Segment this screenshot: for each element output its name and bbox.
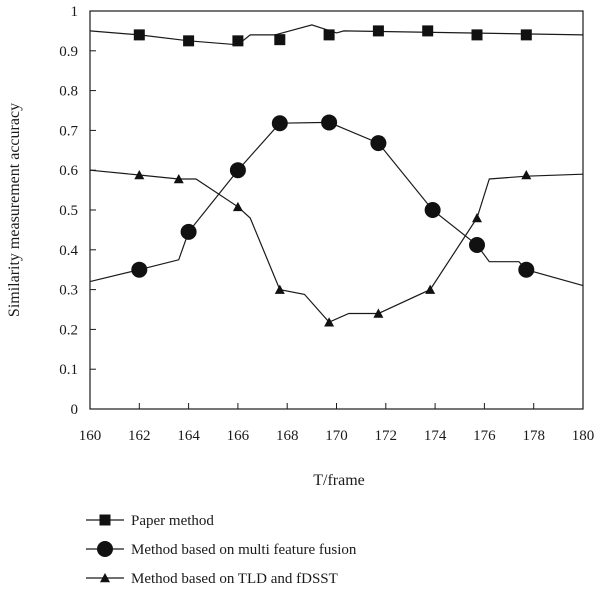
data-point-paper-method	[471, 29, 483, 41]
y-tick-label: 0.9	[59, 44, 78, 60]
x-tick-label: 166	[227, 428, 250, 444]
data-point-multi-feature-fusion	[518, 261, 535, 278]
x-axis-title: T/frame	[313, 472, 365, 489]
data-point-tld-fdsst	[324, 317, 335, 327]
data-point-multi-feature-fusion	[321, 114, 338, 131]
series-line-tld-fdsst	[89, 169, 584, 323]
y-axis-title: Similarity measurement accuracy	[6, 103, 23, 317]
data-point-multi-feature-fusion	[271, 115, 288, 132]
y-axis-ticks: 0 0.1 0.2 0.3 0.4 0.5 0.6 0.7 0.8 0.9 1	[59, 4, 96, 418]
data-point-paper-method	[133, 29, 145, 41]
y-tick-label: 0	[71, 402, 79, 418]
series-markers	[131, 25, 535, 327]
legend-marker-tld-fdsst	[100, 573, 110, 583]
plot-border	[89, 10, 584, 410]
data-point-paper-method	[372, 25, 384, 37]
data-point-multi-feature-fusion	[469, 237, 486, 254]
data-point-paper-method	[232, 35, 244, 47]
data-point-paper-method	[323, 29, 335, 41]
series-line-multi-feature-fusion	[89, 121, 584, 287]
legend-label: Paper method	[131, 513, 214, 529]
data-point-tld-fdsst	[425, 284, 436, 294]
x-tick-label: 172	[375, 428, 398, 444]
data-point-tld-fdsst	[521, 169, 532, 180]
x-tick-label: 176	[473, 428, 496, 444]
data-point-paper-method	[183, 35, 195, 47]
x-tick-label: 164	[177, 428, 200, 444]
series-lines	[89, 24, 584, 323]
data-point-multi-feature-fusion	[131, 261, 148, 278]
x-tick-label: 174	[424, 428, 447, 444]
data-point-multi-feature-fusion	[370, 135, 387, 152]
x-tick-label: 178	[522, 428, 545, 444]
plot-frame	[89, 10, 584, 410]
data-point-tld-fdsst	[274, 284, 285, 294]
y-tick-label: 0.2	[59, 322, 78, 338]
data-point-tld-fdsst	[472, 212, 483, 223]
x-tick-label: 170	[325, 428, 348, 444]
series-line-paper-method	[89, 24, 584, 46]
data-point-multi-feature-fusion	[424, 202, 441, 218]
data-point-paper-method	[422, 25, 434, 37]
y-tick-label: 0.5	[59, 203, 78, 219]
data-point-multi-feature-fusion	[229, 162, 246, 179]
x-tick-label: 162	[128, 428, 151, 444]
data-point-tld-fdsst	[173, 173, 184, 184]
data-point-tld-fdsst	[373, 308, 384, 318]
y-tick-label: 0.4	[59, 243, 78, 259]
legend-label: Method based on multi feature fusion	[131, 542, 357, 558]
legend-label: Method based on TLD and fDSST	[131, 571, 338, 587]
legend-marker-multi-feature-fusion	[97, 541, 113, 557]
data-point-tld-fdsst	[232, 201, 243, 212]
data-point-paper-method	[274, 34, 286, 46]
x-tick-label: 180	[572, 428, 595, 444]
y-tick-label: 0.8	[59, 84, 78, 100]
data-point-paper-method	[520, 29, 532, 41]
x-tick-label: 168	[276, 428, 299, 444]
x-tick-label: 160	[79, 428, 102, 444]
data-point-multi-feature-fusion	[180, 223, 197, 240]
data-point-tld-fdsst	[134, 169, 145, 180]
legend-marker-paper-method	[99, 514, 111, 526]
y-tick-label: 0.6	[59, 163, 78, 179]
x-axis-ticks: 160 162 164 166 168 170 172 174 176 178 180	[79, 403, 595, 444]
legend: Paper method Method based on multi featur…	[86, 513, 357, 587]
y-tick-label: 0.1	[59, 362, 78, 378]
y-tick-label: 0.3	[59, 283, 78, 299]
y-tick-label: 0.7	[59, 123, 78, 139]
y-tick-label: 1	[71, 4, 79, 20]
